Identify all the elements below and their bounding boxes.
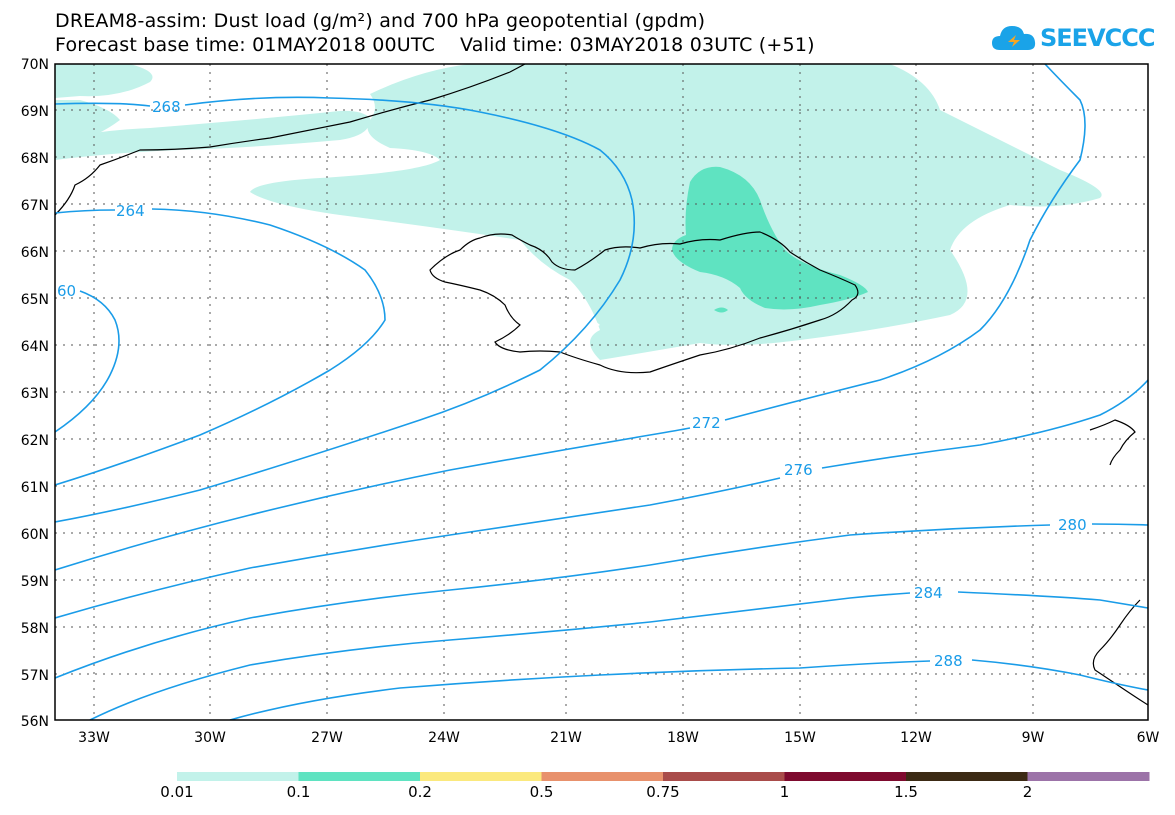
lon-label: 24W bbox=[428, 730, 460, 746]
lat-label: 57N bbox=[21, 668, 49, 684]
coastlines bbox=[55, 64, 1148, 706]
logo-text: SEEVCCC bbox=[1040, 24, 1155, 52]
lat-label: 66N bbox=[21, 245, 49, 261]
seevccc-logo: SEEVCCC bbox=[990, 18, 1155, 60]
lat-label: 64N bbox=[21, 339, 49, 355]
map-subtitle: Forecast base time: 01MAY2018 00UTC Vali… bbox=[55, 34, 815, 56]
cloud-icon bbox=[992, 26, 1036, 50]
legend-label: 0.01 bbox=[160, 783, 194, 801]
lon-label: 15W bbox=[784, 730, 816, 746]
legend-label: 0.5 bbox=[529, 783, 554, 801]
lon-label: 21W bbox=[550, 730, 582, 746]
dust-region-low bbox=[55, 64, 1102, 360]
lon-label: 6W bbox=[1137, 730, 1160, 746]
lon-label: 27W bbox=[311, 730, 343, 746]
legend-label: 0.75 bbox=[646, 783, 680, 801]
legend-swatch bbox=[784, 772, 907, 781]
legend-label: 1.5 bbox=[894, 783, 918, 801]
contour-label-276: 276 bbox=[784, 461, 813, 479]
lat-label: 63N bbox=[21, 386, 49, 402]
contour-label-272: 272 bbox=[692, 414, 721, 432]
lon-label: 30W bbox=[194, 730, 226, 746]
lon-label: 18W bbox=[667, 730, 699, 746]
contour-label-288: 288 bbox=[934, 652, 963, 670]
lat-label: 59N bbox=[21, 574, 49, 590]
legend-swatch bbox=[177, 772, 299, 781]
lat-label: 65N bbox=[21, 292, 49, 308]
lat-label: 62N bbox=[21, 433, 49, 449]
latitude-axis: 70N 69N 68N 67N 66N 65N 64N 63N 62N 61N … bbox=[21, 57, 49, 730]
contour-label-264: 264 bbox=[116, 202, 145, 220]
lat-label: 67N bbox=[21, 198, 49, 214]
legend-label: 0.1 bbox=[286, 783, 311, 801]
legend-swatch bbox=[906, 772, 1028, 781]
legend-swatch bbox=[541, 772, 664, 781]
dust-region-mid bbox=[672, 166, 868, 310]
contour-label-284: 284 bbox=[914, 584, 943, 602]
legend-label: 2 bbox=[1022, 783, 1033, 801]
lat-label: 56N bbox=[21, 714, 49, 730]
graticule bbox=[55, 64, 1148, 720]
contour-label-268: 268 bbox=[152, 98, 181, 116]
map-frame bbox=[54, 63, 1149, 721]
dust-region-low-2 bbox=[55, 110, 371, 160]
contour-label-280: 280 bbox=[1058, 516, 1087, 534]
legend-swatch bbox=[420, 772, 542, 781]
legend-swatch bbox=[663, 772, 785, 781]
legend-colorbar bbox=[177, 772, 1150, 781]
lat-label: 70N bbox=[21, 57, 49, 73]
legend-label: 0.2 bbox=[408, 783, 432, 801]
lon-label: 9W bbox=[1022, 730, 1045, 746]
lat-label: 61N bbox=[21, 480, 49, 496]
geopotential-contours bbox=[55, 64, 1148, 720]
legend-label: 1 bbox=[779, 783, 790, 801]
legend-swatch bbox=[1027, 772, 1150, 781]
lat-label: 68N bbox=[21, 151, 49, 167]
lon-label: 33W bbox=[78, 730, 110, 746]
contour-label-260: 60 bbox=[57, 282, 76, 300]
lat-label: 69N bbox=[21, 104, 49, 120]
legend-swatch bbox=[298, 772, 421, 781]
lat-label: 58N bbox=[21, 621, 49, 637]
lon-label: 12W bbox=[900, 730, 932, 746]
longitude-axis: 33W 30W 27W 24W 21W 18W 15W 12W 9W 6W bbox=[78, 730, 1159, 746]
lat-label: 60N bbox=[21, 527, 49, 543]
map-title: DREAM8-assim: Dust load (g/m²) and 700 h… bbox=[55, 10, 706, 32]
